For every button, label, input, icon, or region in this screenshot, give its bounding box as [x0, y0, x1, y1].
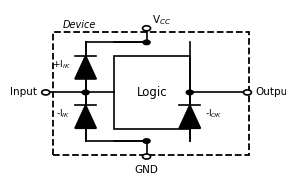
Circle shape — [143, 154, 150, 159]
Polygon shape — [75, 105, 96, 128]
Text: V$_{CC}$: V$_{CC}$ — [152, 13, 171, 27]
Circle shape — [143, 26, 150, 31]
Circle shape — [143, 139, 150, 143]
Text: +I$_{IK}$: +I$_{IK}$ — [52, 58, 71, 71]
Bar — [114, 56, 190, 129]
Bar — [53, 32, 249, 155]
Circle shape — [243, 90, 251, 95]
Circle shape — [42, 90, 50, 95]
Polygon shape — [75, 56, 96, 79]
Polygon shape — [179, 105, 200, 128]
Text: Device: Device — [62, 20, 96, 30]
Text: -I$_{OK}$: -I$_{OK}$ — [205, 108, 223, 120]
Circle shape — [143, 40, 150, 45]
Text: -I$_{IK}$: -I$_{IK}$ — [56, 108, 71, 120]
Text: Logic: Logic — [137, 86, 167, 99]
Circle shape — [82, 90, 89, 95]
Text: Output: Output — [256, 87, 286, 97]
Text: GND: GND — [135, 165, 158, 175]
Circle shape — [186, 90, 193, 95]
Text: Input: Input — [10, 87, 37, 97]
